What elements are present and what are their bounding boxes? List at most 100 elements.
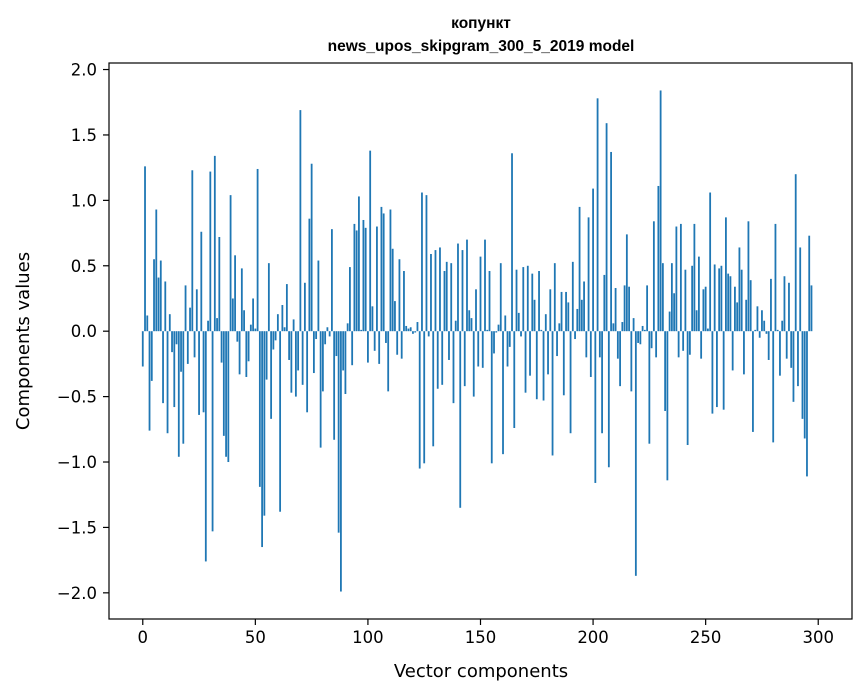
x-tick-label: 250 [690, 628, 722, 647]
bar [216, 318, 218, 332]
bar [702, 289, 705, 332]
bar [614, 288, 617, 332]
bar [628, 286, 630, 332]
bar [317, 260, 320, 332]
x-tick-label: 150 [465, 628, 497, 647]
bar [454, 320, 457, 332]
bar [249, 324, 252, 332]
bar [321, 331, 324, 392]
chart-title-line-1: копункт [451, 15, 511, 32]
bar [583, 281, 585, 332]
bar [659, 90, 662, 332]
chart-title-line-2: news_upos_skipgram_300_5_2019 model [328, 38, 635, 55]
x-axis-label: Vector components [394, 661, 568, 682]
bar [204, 331, 207, 562]
bar [722, 331, 725, 410]
bar [254, 328, 257, 332]
bar [382, 213, 385, 332]
bar [367, 331, 369, 363]
bar [144, 166, 146, 332]
bar [227, 331, 230, 463]
bar [743, 331, 745, 375]
bar [664, 331, 667, 411]
bar [747, 221, 750, 332]
bar [666, 331, 669, 481]
bar [443, 271, 446, 332]
bar [213, 155, 216, 332]
bar [292, 319, 295, 332]
x-tick-label: 100 [352, 628, 384, 647]
bar [276, 314, 279, 332]
bar [141, 331, 144, 367]
bar [186, 331, 189, 364]
bar [166, 331, 169, 434]
bar [693, 223, 696, 332]
bar [378, 331, 381, 364]
bar [238, 331, 241, 375]
bar [450, 263, 453, 332]
bar [488, 271, 491, 332]
bar [297, 331, 300, 371]
bar [571, 261, 574, 332]
bar [763, 320, 766, 332]
bar [247, 331, 250, 362]
bar [412, 331, 414, 334]
bar [272, 331, 275, 350]
bar [707, 328, 709, 332]
bar [468, 310, 471, 332]
bar [265, 331, 268, 380]
bar [421, 192, 423, 332]
bar [639, 331, 642, 345]
bar [463, 331, 466, 387]
bar [524, 331, 527, 393]
bar [243, 310, 245, 332]
bar [752, 331, 754, 432]
bar [673, 293, 676, 332]
bar [560, 291, 563, 332]
bar [182, 331, 185, 444]
bar [632, 318, 635, 332]
bar [274, 331, 277, 341]
bar [774, 223, 777, 332]
bar [727, 273, 730, 332]
bar [484, 239, 486, 332]
bar [810, 285, 813, 332]
bar [756, 306, 759, 332]
bar [520, 331, 522, 337]
bar [164, 281, 167, 332]
bar [346, 323, 349, 332]
bar [731, 331, 734, 371]
y-tick-label: 1.5 [71, 126, 97, 145]
bar [652, 221, 655, 332]
bar [333, 331, 336, 440]
bar [351, 331, 354, 366]
bar [587, 217, 590, 332]
bar [389, 209, 392, 332]
bar [646, 285, 649, 332]
bar [175, 331, 178, 345]
bar [679, 223, 682, 332]
bar [387, 331, 390, 392]
bar [508, 331, 511, 347]
bar [515, 269, 518, 332]
bar [801, 331, 804, 419]
bar [788, 282, 790, 332]
bar [466, 239, 468, 332]
bar [416, 322, 419, 332]
bar [331, 229, 333, 332]
bar [364, 227, 367, 332]
bar [432, 331, 435, 447]
bar [688, 331, 691, 355]
bar [785, 331, 788, 359]
bar [711, 331, 714, 414]
bar [342, 331, 345, 371]
bar [360, 329, 363, 332]
bar [736, 302, 739, 332]
bar [234, 255, 236, 332]
bar [281, 305, 284, 332]
bar [695, 310, 698, 332]
bar [792, 331, 795, 402]
bar [308, 218, 311, 332]
bar [222, 331, 225, 436]
bar [562, 331, 565, 396]
